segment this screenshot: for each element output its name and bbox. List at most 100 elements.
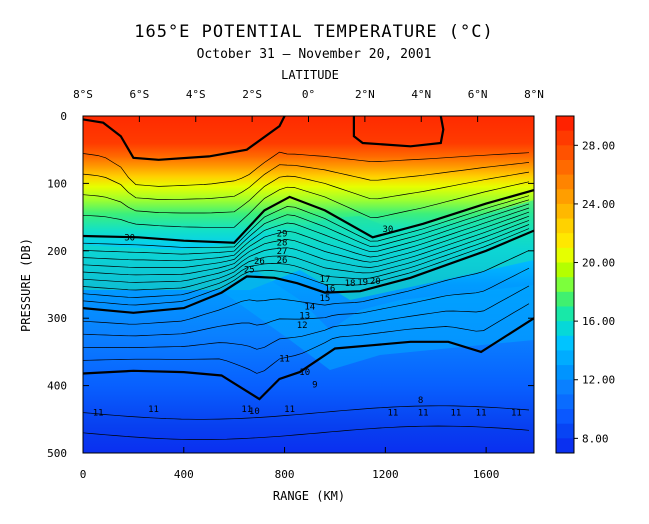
contour-label: 17 [319, 275, 330, 285]
colorbar-swatch [556, 291, 574, 307]
y-tick-label: 400 [47, 380, 67, 393]
x-tick-label: 1200 [372, 468, 399, 481]
colorbar-tick-label: 28.00 [582, 139, 615, 152]
colorbar-tick-label: 20.00 [582, 257, 615, 270]
contour-label: 30 [124, 233, 135, 243]
contour-label: 11 [387, 409, 398, 419]
isotherm-thin-line [83, 215, 530, 283]
contour-label: 11 [241, 405, 252, 415]
colorbar-swatch [556, 335, 574, 351]
contour-label: 14 [304, 303, 315, 313]
colorbar-frame [555, 115, 575, 454]
colorbar-swatch [556, 423, 574, 439]
colorbar-swatch [556, 203, 574, 220]
colorbar-tick-label: 24.00 [582, 198, 615, 211]
colorbar-swatch [556, 233, 574, 249]
contour-label: 10 [299, 368, 310, 378]
contour-label: 11 [279, 355, 290, 365]
latitude-tick-label: 8°N [524, 88, 544, 101]
contour-label: 13 [299, 312, 310, 322]
isotherm-thin-line [83, 207, 530, 268]
thin-isotherm-lines [83, 151, 530, 440]
contour-label: 8 [418, 396, 423, 406]
latitude-axis: 8°S 6°S 4°S 2°S 0° 2°N 4°N 6°N 8°N [73, 88, 544, 122]
contour-label: 29 [277, 229, 288, 239]
latitude-tick-label: 4°S [186, 88, 206, 101]
colorbar-swatch [556, 130, 574, 146]
contour-label: 18 [345, 279, 356, 289]
isotherm-thin-line [83, 162, 530, 200]
colorbar-swatch [556, 247, 574, 264]
contour-label: 20 [370, 277, 381, 287]
contour-label: 9 [312, 380, 317, 390]
isotherm-15-line-3 [83, 229, 534, 314]
contour-label: 11 [476, 409, 487, 419]
latitude-tick-label: 6°N [468, 88, 488, 101]
colorbar-swatch [556, 321, 574, 337]
isotherm-thin-line [83, 151, 530, 187]
colorbar-swatch [556, 306, 574, 322]
latitude-tick-label: 2°N [355, 88, 375, 101]
colorbar: 28.00 24.00 20.00 16.00 12.00 8.00 [555, 115, 615, 454]
colorbar-swatch [556, 379, 574, 395]
isotherm-thin-line [83, 224, 530, 298]
x-tick-label: 800 [275, 468, 295, 481]
colorbar-swatch [556, 189, 574, 205]
x-tick-label: 1600 [473, 468, 500, 481]
contour-label: 11 [450, 409, 461, 419]
y-tick-label: 500 [47, 447, 67, 460]
contour-label: 19 [357, 278, 368, 288]
y-axis: 0 100 200 300 400 500 [47, 110, 534, 460]
isotherm-thin-line [83, 171, 530, 214]
colorbar-swatch [556, 262, 574, 278]
contour-label: 11 [284, 405, 295, 415]
isotherm-thin-line [83, 211, 530, 276]
isotherm-thin-line [83, 203, 530, 262]
isotherm-thin-line [83, 425, 530, 440]
colorbar-swatch [556, 277, 574, 293]
isotherm-thin-line [83, 228, 530, 306]
contour-label: 30 [382, 225, 393, 235]
isotherm-thin-line [83, 250, 530, 325]
isotherm-thin-line [83, 405, 530, 420]
isotherm-lines [83, 116, 534, 401]
chart-title: 165°E POTENTIAL TEMPERATURE (°C) [134, 22, 494, 42]
colorbar-swatch [556, 174, 574, 190]
latitude-tick-label: 6°S [129, 88, 149, 101]
colorbar-tick-label: 8.00 [582, 432, 609, 445]
colorbar-swatch [556, 438, 574, 454]
contour-label: 25 [244, 266, 255, 276]
contour-label: 10 [249, 407, 260, 417]
chart-subtitle: October 31 – November 20, 2001 [197, 47, 432, 62]
colorbar-swatch [556, 365, 574, 381]
contour-label: 26 [254, 257, 265, 267]
colorbar-tick-label: 12.00 [582, 374, 615, 387]
y-tick-label: 100 [47, 177, 67, 190]
contour-label: 27 [277, 247, 288, 257]
x-axis-label: RANGE (KM) [273, 489, 345, 503]
contour-label: 11 [418, 409, 429, 419]
colorbar-swatch [556, 394, 574, 410]
x-tick-label: 0 [80, 468, 87, 481]
isotherm-thin-line [83, 303, 530, 374]
isotherm-10-line-4 [83, 317, 534, 401]
contour-label: 16 [324, 285, 335, 295]
y-axis-label: PRESSURE (DB) [19, 238, 33, 332]
colorbar-swatch [556, 409, 574, 425]
isotherm-25-line-2 [83, 189, 534, 244]
colorbar-swatch [556, 218, 574, 234]
colorbar-swatch [556, 116, 574, 132]
colorbar-swatch [556, 350, 574, 366]
isotherm-thin-line [83, 220, 530, 291]
x-axis: 0 400 800 1200 1600 [80, 447, 500, 481]
y-tick-label: 200 [47, 245, 67, 258]
y-tick-label: 0 [60, 110, 67, 123]
contour-label: 11 [148, 405, 159, 415]
contour-label: 12 [297, 321, 308, 331]
isotherm-thin-line [83, 181, 530, 228]
top-axis-label: LATITUDE [281, 68, 339, 82]
isotherm-thin-line [83, 285, 530, 350]
latitude-tick-label: 2°S [242, 88, 262, 101]
